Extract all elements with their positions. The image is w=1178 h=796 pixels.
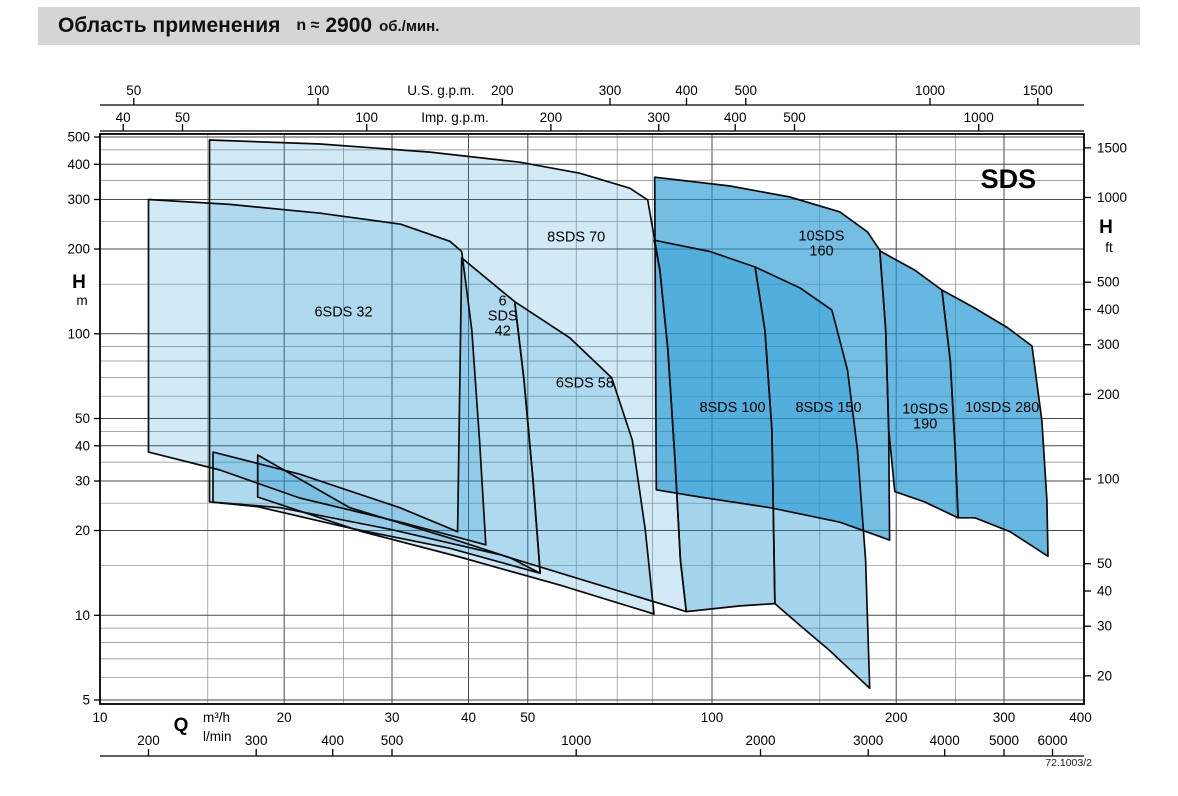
imp-gpm-tick-label: 1000 <box>964 110 994 125</box>
imp-gpm-tick-label: 200 <box>540 110 563 125</box>
region-label-10sds-190: 10SDS <box>902 402 948 418</box>
region-label-10sds-160: 160 <box>809 244 833 260</box>
speed-prefix: n ≈ <box>296 17 320 34</box>
region-10sds-160 <box>654 177 890 541</box>
h-ft-tick-label: 300 <box>1097 337 1120 352</box>
region-label-6sds-42: 42 <box>495 324 511 340</box>
h-m-tick-label: 5 <box>82 693 90 708</box>
h-ft-tick-label: 1500 <box>1097 140 1127 155</box>
region-6sds-58 <box>257 301 654 614</box>
q-m3h-tick-label: 400 <box>1069 710 1092 725</box>
h-ft-tick-label: 100 <box>1097 472 1120 487</box>
imp-gpm-tick-label: 400 <box>724 110 747 125</box>
q-unit-m3h: m³/h <box>203 710 230 725</box>
region-8sds-70 <box>209 140 687 612</box>
title-bar: Область применения n ≈ 2900 об./мин. <box>38 7 1140 45</box>
h-m-tick-label: 20 <box>75 523 90 538</box>
h-ft-tick-label: 1000 <box>1097 190 1127 205</box>
imp-gpm-tick-label: 300 <box>647 110 670 125</box>
speed-value: 2900 <box>325 14 373 37</box>
imp-gpm-tick-label: 50 <box>175 110 190 125</box>
region-label-10sds-190: 190 <box>913 417 937 433</box>
us-gpm-tick-label: 500 <box>735 83 758 98</box>
h-m-axis-unit: m <box>76 293 87 308</box>
h-m-tick-label: 40 <box>75 438 90 453</box>
lmin-tick-label: 500 <box>381 733 404 748</box>
region-label-8sds-150: 8SDS 150 <box>795 400 861 416</box>
region-outline-6sds-58 <box>256 300 655 615</box>
us-gpm-axis-title: U.S. g.p.m. <box>407 83 475 98</box>
h-ft-axis-unit: ft <box>1105 240 1113 255</box>
h-m-tick-label: 10 <box>75 608 90 623</box>
region-10sds-190 <box>879 250 959 518</box>
q-unit-lmin: l/min <box>203 729 232 744</box>
h-m-tick-label: 50 <box>75 411 90 426</box>
h-ft-tick-label: 30 <box>1097 619 1112 634</box>
us-gpm-tick-label: 100 <box>307 83 330 98</box>
series-badge: SDS <box>981 164 1037 194</box>
region-label-6sds-42: 6 <box>499 294 507 310</box>
us-gpm-tick-label: 400 <box>675 83 698 98</box>
h-m-tick-label: 400 <box>67 157 90 172</box>
us-gpm-tick-label: 200 <box>491 83 514 98</box>
h-ft-tick-label: 200 <box>1097 387 1120 402</box>
imp-gpm-tick-label: 500 <box>783 110 806 125</box>
lmin-tick-label: 400 <box>321 733 344 748</box>
document-reference: 72.1003/2 <box>1045 757 1092 769</box>
lmin-tick-label: 200 <box>137 733 160 748</box>
q-m3h-tick-label: 10 <box>92 710 107 725</box>
q-m3h-tick-label: 50 <box>520 710 535 725</box>
page-title: Область применения <box>58 14 281 37</box>
region-label-6sds-58: 6SDS 58 <box>556 376 614 392</box>
lmin-tick-label: 6000 <box>1037 733 1067 748</box>
imp-gpm-tick-label: 100 <box>355 110 378 125</box>
region-6sds-32 <box>148 199 486 545</box>
region-label-6sds-32: 6SDS 32 <box>314 305 372 321</box>
h-ft-axis-title: H <box>1099 217 1113 238</box>
region-outline-6sds-32 <box>147 198 487 546</box>
speed-units: об./мин. <box>379 17 440 35</box>
imp-gpm-axis-title: Imp. g.p.m. <box>421 110 489 125</box>
q-m3h-tick-label: 40 <box>461 710 476 725</box>
q-axis-title: Q <box>174 715 189 736</box>
q-m3h-tick-label: 100 <box>701 710 724 725</box>
h-ft-tick-label: 500 <box>1097 275 1120 290</box>
us-gpm-tick-label: 1500 <box>1023 83 1053 98</box>
h-ft-tick-label: 40 <box>1097 584 1112 599</box>
h-ft-tick-label: 400 <box>1097 302 1120 317</box>
h-ft-tick-label: 50 <box>1097 556 1112 571</box>
lmin-tick-label: 300 <box>245 733 268 748</box>
region-10sds-280 <box>941 290 1048 557</box>
lmin-tick-label: 3000 <box>853 733 883 748</box>
region-outline-8sds-150 <box>754 266 871 690</box>
region-label-10sds-280: 10SDS 280 <box>965 400 1039 416</box>
lmin-tick-label: 5000 <box>989 733 1019 748</box>
us-gpm-tick-label: 1000 <box>915 83 945 98</box>
region-label-6sds-42: SDS <box>488 309 518 325</box>
region-label-10sds-160: 10SDS <box>799 229 845 245</box>
us-gpm-tick-label: 50 <box>126 83 141 98</box>
q-m3h-tick-label: 20 <box>277 710 292 725</box>
imp-gpm-tick-label: 40 <box>116 110 131 125</box>
us-gpm-tick-label: 300 <box>599 83 622 98</box>
lmin-tick-label: 4000 <box>930 733 960 748</box>
lmin-tick-label: 2000 <box>745 733 775 748</box>
h-m-tick-label: 100 <box>67 326 90 341</box>
h-m-tick-label: 30 <box>75 474 90 489</box>
q-m3h-tick-label: 300 <box>993 710 1016 725</box>
region-label-8sds-70: 8SDS 70 <box>547 229 605 245</box>
h-ft-tick-label: 20 <box>1097 668 1112 683</box>
region-label-8sds-100: 8SDS 100 <box>699 400 765 416</box>
h-m-axis-title: H <box>72 272 86 293</box>
lmin-tick-label: 1000 <box>561 733 591 748</box>
h-m-tick-label: 300 <box>67 192 90 207</box>
region-outline-10sds-280 <box>941 289 1049 558</box>
h-m-tick-label: 500 <box>67 130 90 145</box>
q-m3h-tick-label: 30 <box>384 710 399 725</box>
h-m-tick-label: 200 <box>67 242 90 257</box>
q-m3h-tick-label: 200 <box>885 710 908 725</box>
